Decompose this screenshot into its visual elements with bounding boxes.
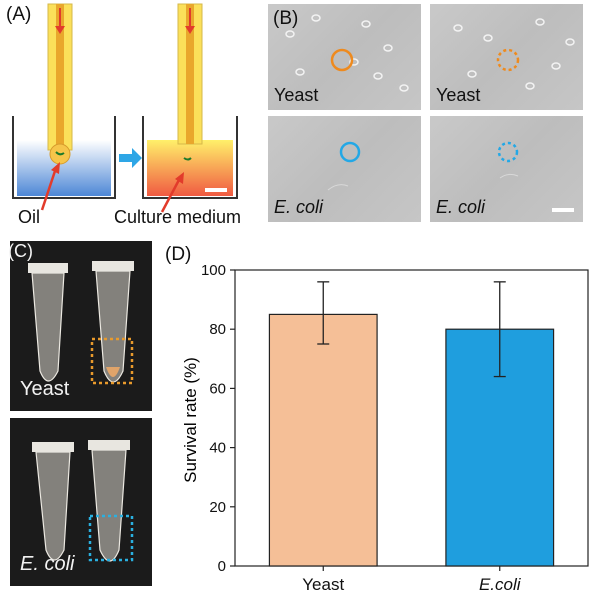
micrograph-ecoli-after: E. coli: [430, 116, 583, 222]
micrograph-caption: Yeast: [436, 85, 481, 105]
panel-a-label: (A): [6, 4, 32, 25]
survival-rate-chart: 0 20 40 60 80 100 Yeast E.coli Survival rate (%…: [181, 262, 589, 594]
x-tick-label: Yeast: [302, 575, 344, 594]
panel-d-label: (D): [165, 244, 192, 265]
photo-caption: E. coli: [20, 553, 75, 575]
micrograph-yeast-after: Yeast: [430, 4, 583, 110]
plot-frame: [234, 269, 589, 567]
y-tick-label: 100: [201, 262, 226, 279]
right-beaker: [142, 116, 238, 199]
panel-b-label: (B): [273, 8, 299, 29]
micrograph-caption: E. coli: [436, 197, 486, 217]
scale-bar: [552, 208, 574, 212]
tube-photo-yeast: Yeast: [10, 241, 152, 411]
y-tick-label: 0: [218, 558, 226, 575]
yeast-sediment-box: [90, 337, 134, 385]
x-tick-label: E.coli: [479, 575, 522, 594]
panel-a-schematic: [12, 3, 238, 213]
y-tick-label: 80: [209, 321, 226, 338]
y-tick-label: 40: [209, 440, 226, 457]
bar-yeast: [268, 313, 378, 567]
panel-c-label: (C): [8, 241, 33, 261]
y-axis-label: Survival rate (%): [181, 357, 200, 483]
micrograph-caption: E. coli: [274, 197, 324, 217]
y-tick-label: 60: [209, 380, 226, 397]
yeast-cell-marker-dotted: [496, 48, 520, 72]
ecoli-sediment-box: [88, 514, 134, 562]
tube-photo-ecoli: E. coli: [10, 418, 152, 586]
left-beaker: [12, 116, 116, 199]
micrograph-caption: Yeast: [274, 85, 319, 105]
photo-caption: Yeast: [20, 378, 70, 400]
medium-fill: [147, 140, 233, 196]
y-tick-label: 20: [209, 499, 226, 516]
yeast-cell-marker-solid: [330, 48, 354, 72]
ecoli-cell-marker-solid: [339, 141, 361, 163]
micrograph-yeast-before: Yeast: [268, 4, 421, 110]
oil-caption: Oil: [18, 207, 40, 227]
culture-medium-caption: Culture medium: [114, 207, 242, 227]
ecoli-cell-marker-dotted: [497, 141, 519, 163]
transfer-arrow-icon: [119, 148, 142, 168]
micrograph-ecoli-before: E. coli: [268, 116, 421, 222]
